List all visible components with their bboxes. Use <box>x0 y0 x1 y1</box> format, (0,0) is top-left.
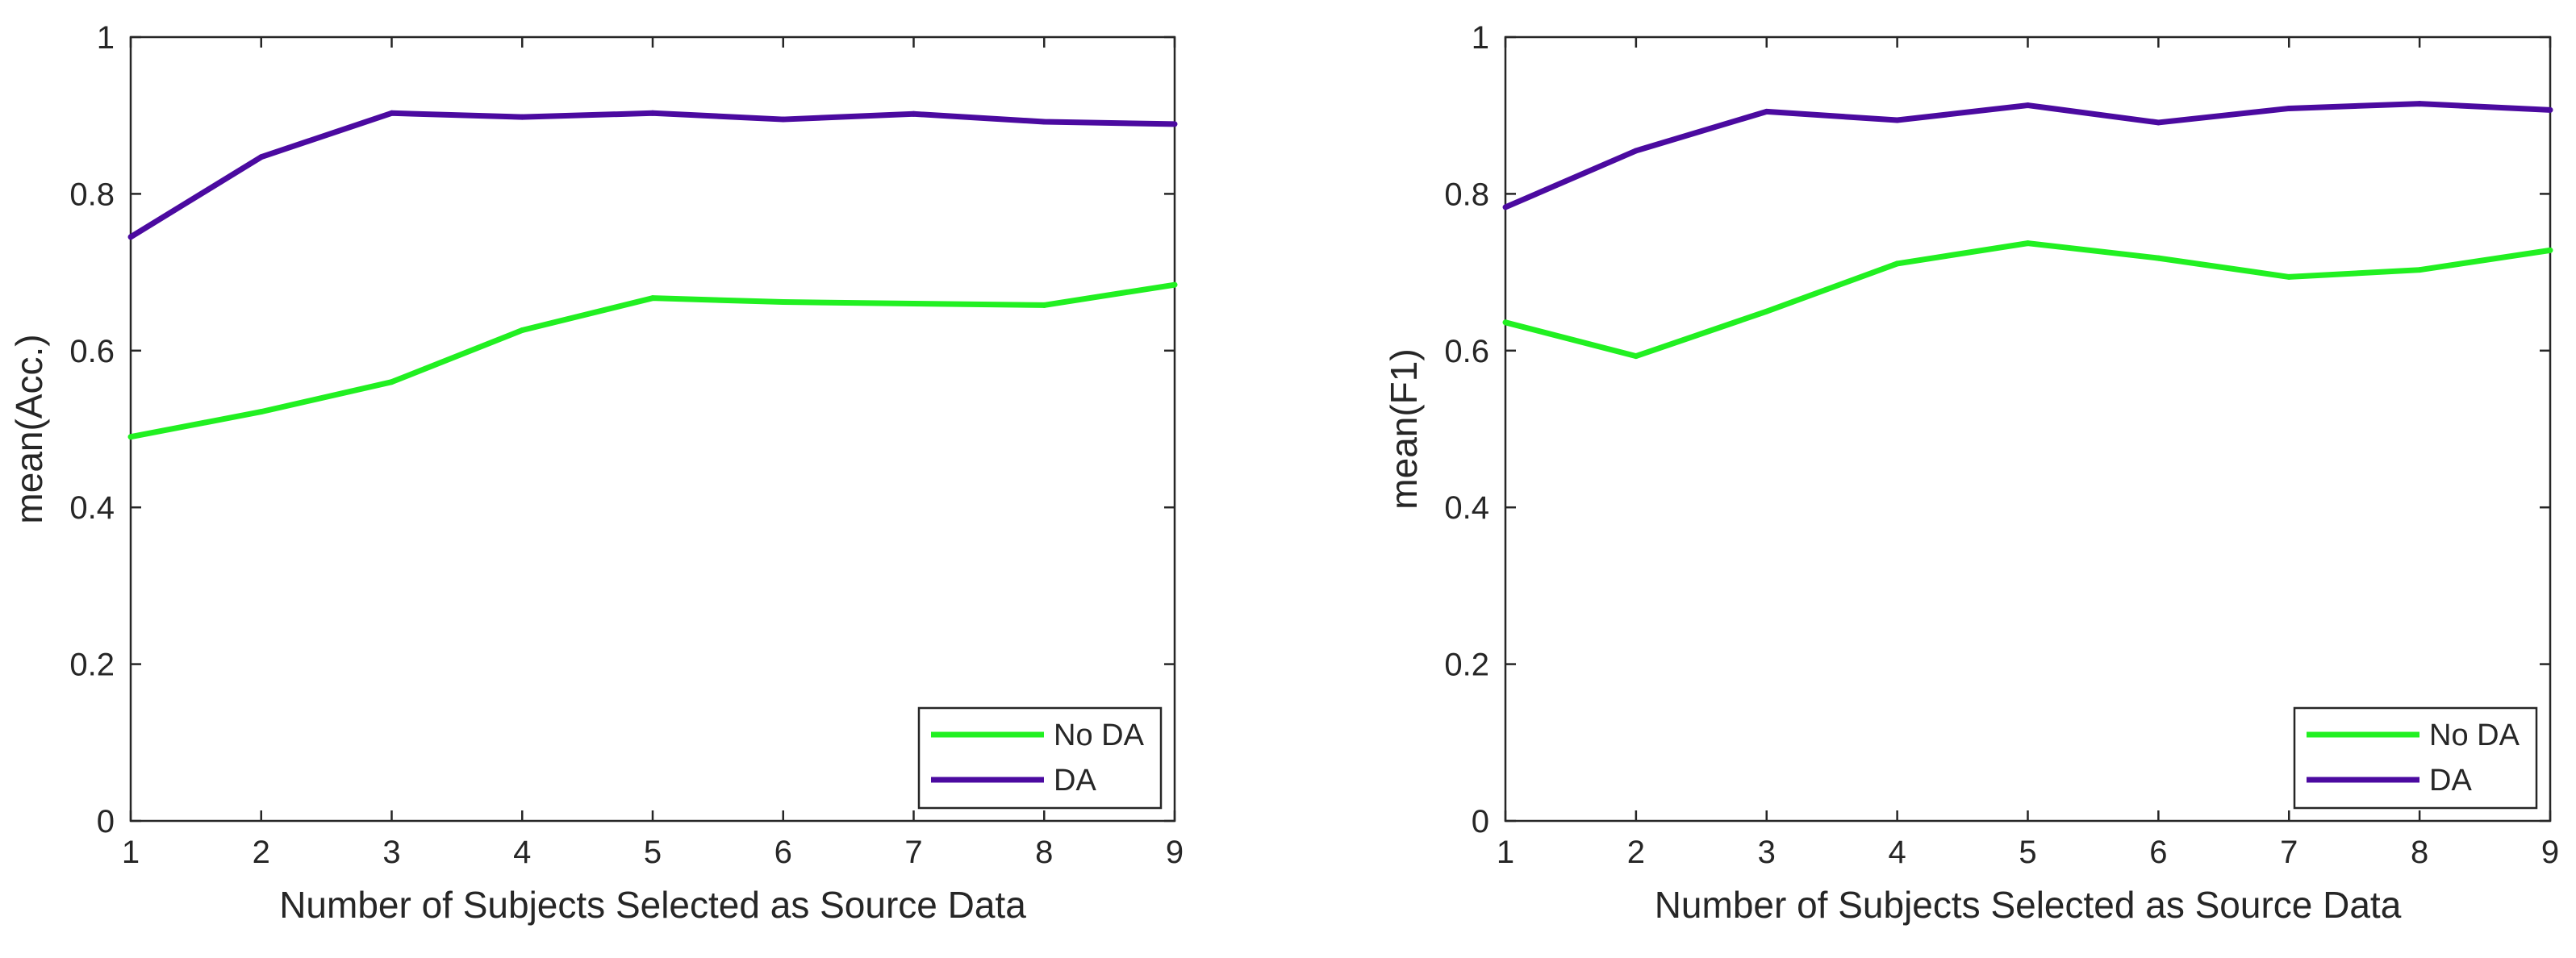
legend: No DA DA <box>917 706 1163 810</box>
x-tick-label: 7 <box>2280 835 2298 870</box>
x-tick-label: 1 <box>122 835 140 870</box>
data-point-no-da <box>1894 260 1901 267</box>
data-point-no-da <box>389 379 395 385</box>
data-point-da <box>1633 148 1639 154</box>
chart-panel-2: 1 2 3 4 5 6 7 8 9 0 0.2 0.4 0.6 0.8 1 Number of Subject… <box>1383 20 2559 926</box>
data-point-no-da <box>911 300 916 306</box>
data-point-no-da <box>258 409 265 415</box>
data-point-da <box>2286 105 2292 111</box>
legend-label: DA <box>1054 764 1096 798</box>
x-tick-label: 2 <box>253 835 270 870</box>
data-point-da <box>127 234 134 240</box>
y-tick-label: 0 <box>1472 804 1489 839</box>
data-point-da <box>2547 106 2553 113</box>
plot-area-frame <box>129 35 1176 823</box>
x-axis-label: Number of Subjects Selected as Source Da… <box>1655 884 2402 926</box>
x-tick-label: 3 <box>1758 835 1776 870</box>
x-tick-label: 1 <box>1497 835 1514 870</box>
data-point-da <box>2025 102 2031 109</box>
legend-label: No DA <box>1054 718 1145 752</box>
data-point-no-da <box>1502 319 1509 326</box>
data-point-no-da <box>1764 308 1770 314</box>
x-tick-label: 8 <box>1035 835 1053 870</box>
x-tick-label: 9 <box>2541 835 2559 870</box>
y-tick-label: 0.6 <box>1444 334 1489 369</box>
x-tick-label: 9 <box>1166 835 1184 870</box>
y-tick-label: 0.2 <box>69 648 115 683</box>
plot-area-frame <box>1504 35 2552 823</box>
data-point-no-da <box>1041 302 1047 308</box>
x-tick-label: 4 <box>1889 835 1906 870</box>
x-tick-label: 6 <box>2149 835 2167 870</box>
data-point-no-da <box>127 434 134 440</box>
x-tick-label: 2 <box>1627 835 1645 870</box>
legend-label: DA <box>2429 764 2472 798</box>
x-tick-label: 8 <box>2411 835 2428 870</box>
y-axis-label: mean(Acc.) <box>8 334 50 523</box>
x-tick-label: 5 <box>644 835 662 870</box>
y-tick-label: 0.4 <box>69 490 115 526</box>
data-point-no-da <box>519 327 525 334</box>
y-tick-label: 0.4 <box>1444 490 1489 526</box>
data-point-no-da <box>1633 353 1639 360</box>
chart-panel-1: 1 2 3 4 5 6 7 8 9 0 0.2 0.4 0.6 0.8 1 Number of Subject… <box>8 20 1184 926</box>
data-point-no-da <box>2155 255 2161 261</box>
x-tick-label: 6 <box>774 835 792 870</box>
data-point-da <box>2155 119 2161 126</box>
x-tick-label: 3 <box>382 835 400 870</box>
data-point-da <box>1894 117 1901 123</box>
legend-label: No DA <box>2429 718 2520 752</box>
x-tick-label: 7 <box>904 835 922 870</box>
data-point-da <box>1502 204 1509 210</box>
y-tick-label: 0.6 <box>69 334 115 369</box>
y-tick-label: 0.8 <box>69 177 115 212</box>
data-point-da <box>519 114 525 120</box>
data-point-da <box>649 110 656 116</box>
x-tick-label: 5 <box>2019 835 2036 870</box>
y-tick-label: 0.8 <box>1444 177 1489 212</box>
x-axis-label: Number of Subjects Selected as Source Da… <box>279 884 1026 926</box>
data-point-no-da <box>2416 267 2423 273</box>
data-point-no-da <box>780 299 787 306</box>
y-tick-label: 1 <box>97 20 115 56</box>
data-point-da <box>780 116 787 123</box>
data-point-da <box>1764 108 1770 115</box>
data-point-no-da <box>1171 281 1178 288</box>
data-point-no-da <box>2025 240 2031 247</box>
data-point-da <box>911 110 916 117</box>
legend-box <box>917 706 1163 810</box>
legend-box <box>2293 706 2538 810</box>
data-point-da <box>1171 121 1178 127</box>
data-point-no-da <box>2547 247 2553 253</box>
x-tick-label: 4 <box>513 835 531 870</box>
data-point-da <box>258 154 265 160</box>
y-tick-label: 0.2 <box>1444 648 1489 683</box>
y-tick-label: 1 <box>1472 20 1489 56</box>
data-point-da <box>2416 101 2423 107</box>
y-axis-label: mean(F1) <box>1383 348 1425 509</box>
data-point-da <box>1041 119 1047 125</box>
data-point-da <box>389 110 395 116</box>
data-point-no-da <box>2286 273 2292 280</box>
y-tick-label: 0 <box>97 804 115 839</box>
legend: No DA DA <box>2293 706 2538 810</box>
data-point-no-da <box>649 295 656 302</box>
